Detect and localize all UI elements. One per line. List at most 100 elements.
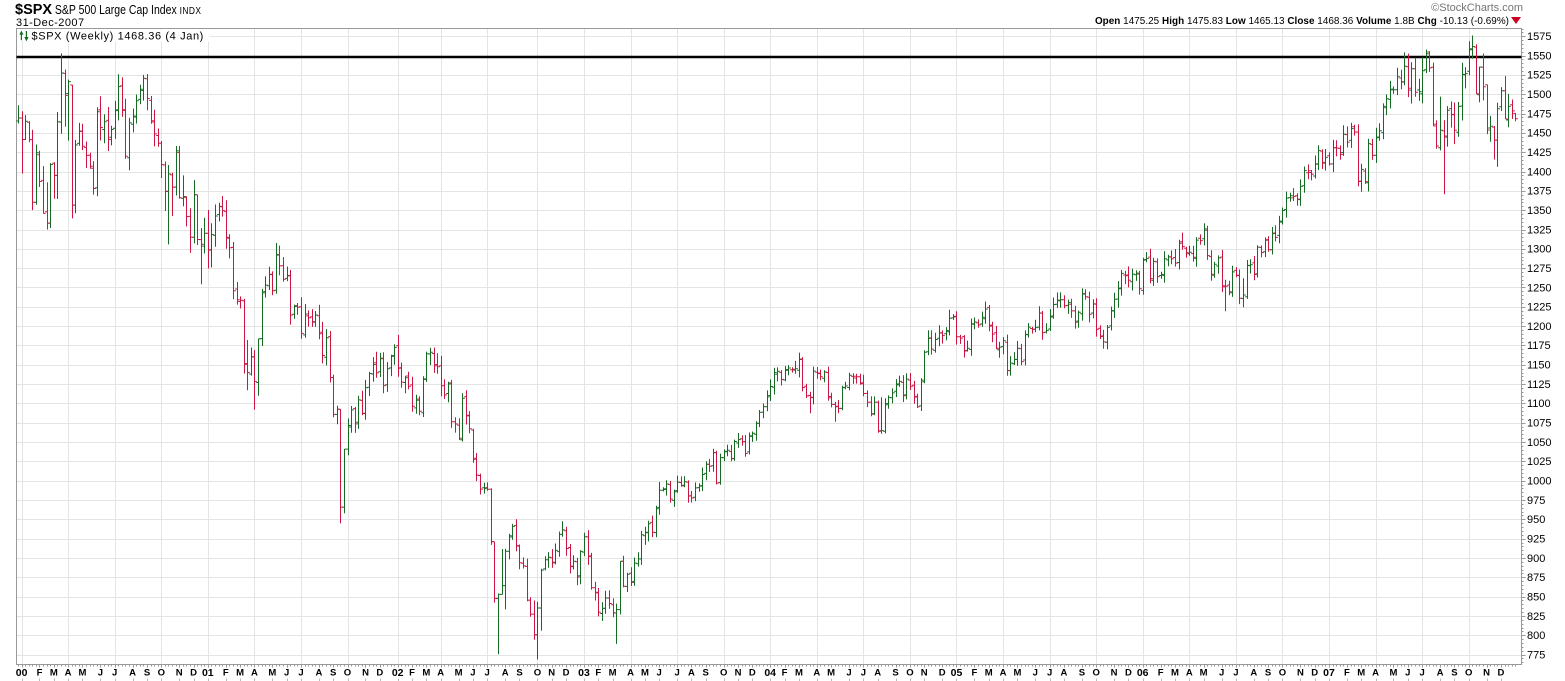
- svg-text:J: J: [1219, 668, 1224, 679]
- svg-text:1325: 1325: [1527, 224, 1551, 236]
- svg-text:N: N: [362, 668, 369, 679]
- svg-text:O: O: [1279, 668, 1286, 679]
- svg-text:N: N: [735, 668, 742, 679]
- svg-text:1300: 1300: [1527, 244, 1551, 256]
- svg-text:J: J: [1419, 668, 1424, 679]
- svg-text:1175: 1175: [1527, 340, 1551, 352]
- svg-text:1050: 1050: [1527, 437, 1551, 449]
- svg-text:A: A: [874, 668, 881, 679]
- svg-text:A: A: [251, 668, 258, 679]
- svg-text:N: N: [1111, 668, 1118, 679]
- svg-text:O: O: [906, 668, 913, 679]
- svg-text:1150: 1150: [1527, 360, 1551, 372]
- svg-text:O: O: [158, 668, 165, 679]
- svg-text:M: M: [422, 668, 430, 679]
- svg-text:D: D: [190, 668, 197, 679]
- svg-text:05: 05: [951, 667, 963, 679]
- svg-text:1450: 1450: [1527, 128, 1551, 140]
- svg-text:F: F: [595, 668, 601, 679]
- svg-text:A: A: [1372, 668, 1379, 679]
- svg-text:06: 06: [1137, 667, 1149, 679]
- svg-text:875: 875: [1527, 572, 1545, 584]
- svg-text:1500: 1500: [1527, 89, 1551, 101]
- svg-text:N: N: [548, 668, 555, 679]
- svg-text:M: M: [985, 668, 993, 679]
- svg-text:A: A: [627, 668, 634, 679]
- svg-text:D: D: [563, 668, 570, 679]
- svg-text:J: J: [470, 668, 475, 679]
- svg-text:1575: 1575: [1527, 31, 1551, 43]
- svg-text:J: J: [284, 668, 289, 679]
- svg-text:M: M: [1357, 668, 1365, 679]
- svg-text:00: 00: [16, 667, 28, 679]
- svg-text:A: A: [1060, 668, 1067, 679]
- svg-text:975: 975: [1527, 495, 1545, 507]
- svg-text:F: F: [1158, 668, 1164, 679]
- svg-text:1400: 1400: [1527, 166, 1551, 178]
- svg-text:M: M: [455, 668, 463, 679]
- svg-text:1250: 1250: [1527, 282, 1551, 294]
- svg-text:A: A: [315, 668, 322, 679]
- svg-text:950: 950: [1527, 514, 1545, 526]
- svg-text:S: S: [703, 668, 709, 679]
- svg-text:A: A: [1000, 668, 1007, 679]
- svg-text:J: J: [298, 668, 303, 679]
- svg-text:775: 775: [1527, 649, 1545, 661]
- svg-text:F: F: [1344, 668, 1350, 679]
- svg-text:07: 07: [1323, 667, 1335, 679]
- svg-text:1275: 1275: [1527, 263, 1551, 275]
- svg-text:N: N: [921, 668, 928, 679]
- svg-text:J: J: [112, 668, 117, 679]
- svg-text:F: F: [971, 668, 977, 679]
- svg-text:F: F: [409, 668, 415, 679]
- svg-text:S: S: [892, 668, 898, 679]
- svg-text:J: J: [1233, 668, 1238, 679]
- svg-text:M: M: [827, 668, 835, 679]
- svg-text:D: D: [749, 668, 756, 679]
- svg-text:J: J: [98, 668, 103, 679]
- svg-text:A: A: [1437, 668, 1444, 679]
- svg-text:M: M: [641, 668, 649, 679]
- svg-text:N: N: [176, 668, 183, 679]
- svg-text:1525: 1525: [1527, 70, 1551, 82]
- svg-text:1125: 1125: [1527, 379, 1551, 391]
- svg-text:M: M: [1171, 668, 1179, 679]
- svg-text:O: O: [534, 668, 541, 679]
- svg-text:900: 900: [1527, 553, 1545, 565]
- svg-text:J: J: [485, 668, 490, 679]
- svg-text:1475: 1475: [1527, 108, 1551, 120]
- svg-text:03: 03: [578, 667, 590, 679]
- svg-text:M: M: [236, 668, 244, 679]
- svg-text:S: S: [516, 668, 522, 679]
- svg-text:M: M: [1200, 668, 1208, 679]
- svg-text:S: S: [144, 668, 150, 679]
- svg-text:1225: 1225: [1527, 302, 1551, 314]
- svg-text:1025: 1025: [1527, 456, 1551, 468]
- svg-text:1000: 1000: [1527, 476, 1551, 488]
- svg-text:825: 825: [1527, 611, 1545, 623]
- svg-text:800: 800: [1527, 630, 1545, 642]
- svg-text:J: J: [657, 668, 662, 679]
- svg-text:J: J: [1047, 668, 1052, 679]
- svg-text:O: O: [1093, 668, 1100, 679]
- svg-text:M: M: [50, 668, 58, 679]
- svg-text:O: O: [720, 668, 727, 679]
- svg-text:F: F: [37, 668, 43, 679]
- svg-text:S: S: [1265, 668, 1271, 679]
- svg-text:A: A: [688, 668, 695, 679]
- svg-text:1200: 1200: [1527, 321, 1551, 333]
- svg-text:04: 04: [764, 667, 776, 679]
- svg-text:A: A: [129, 668, 136, 679]
- svg-text:A: A: [65, 668, 72, 679]
- svg-text:1550: 1550: [1527, 50, 1551, 62]
- svg-text:D: D: [1497, 668, 1504, 679]
- svg-text:D: D: [1125, 668, 1132, 679]
- svg-text:1425: 1425: [1527, 147, 1551, 159]
- svg-text:S: S: [1451, 668, 1457, 679]
- svg-text:A: A: [1186, 668, 1193, 679]
- svg-text:J: J: [1033, 668, 1038, 679]
- svg-text:N: N: [1483, 668, 1490, 679]
- svg-text:J: J: [674, 668, 679, 679]
- svg-text:J: J: [1405, 668, 1410, 679]
- svg-text:M: M: [609, 668, 617, 679]
